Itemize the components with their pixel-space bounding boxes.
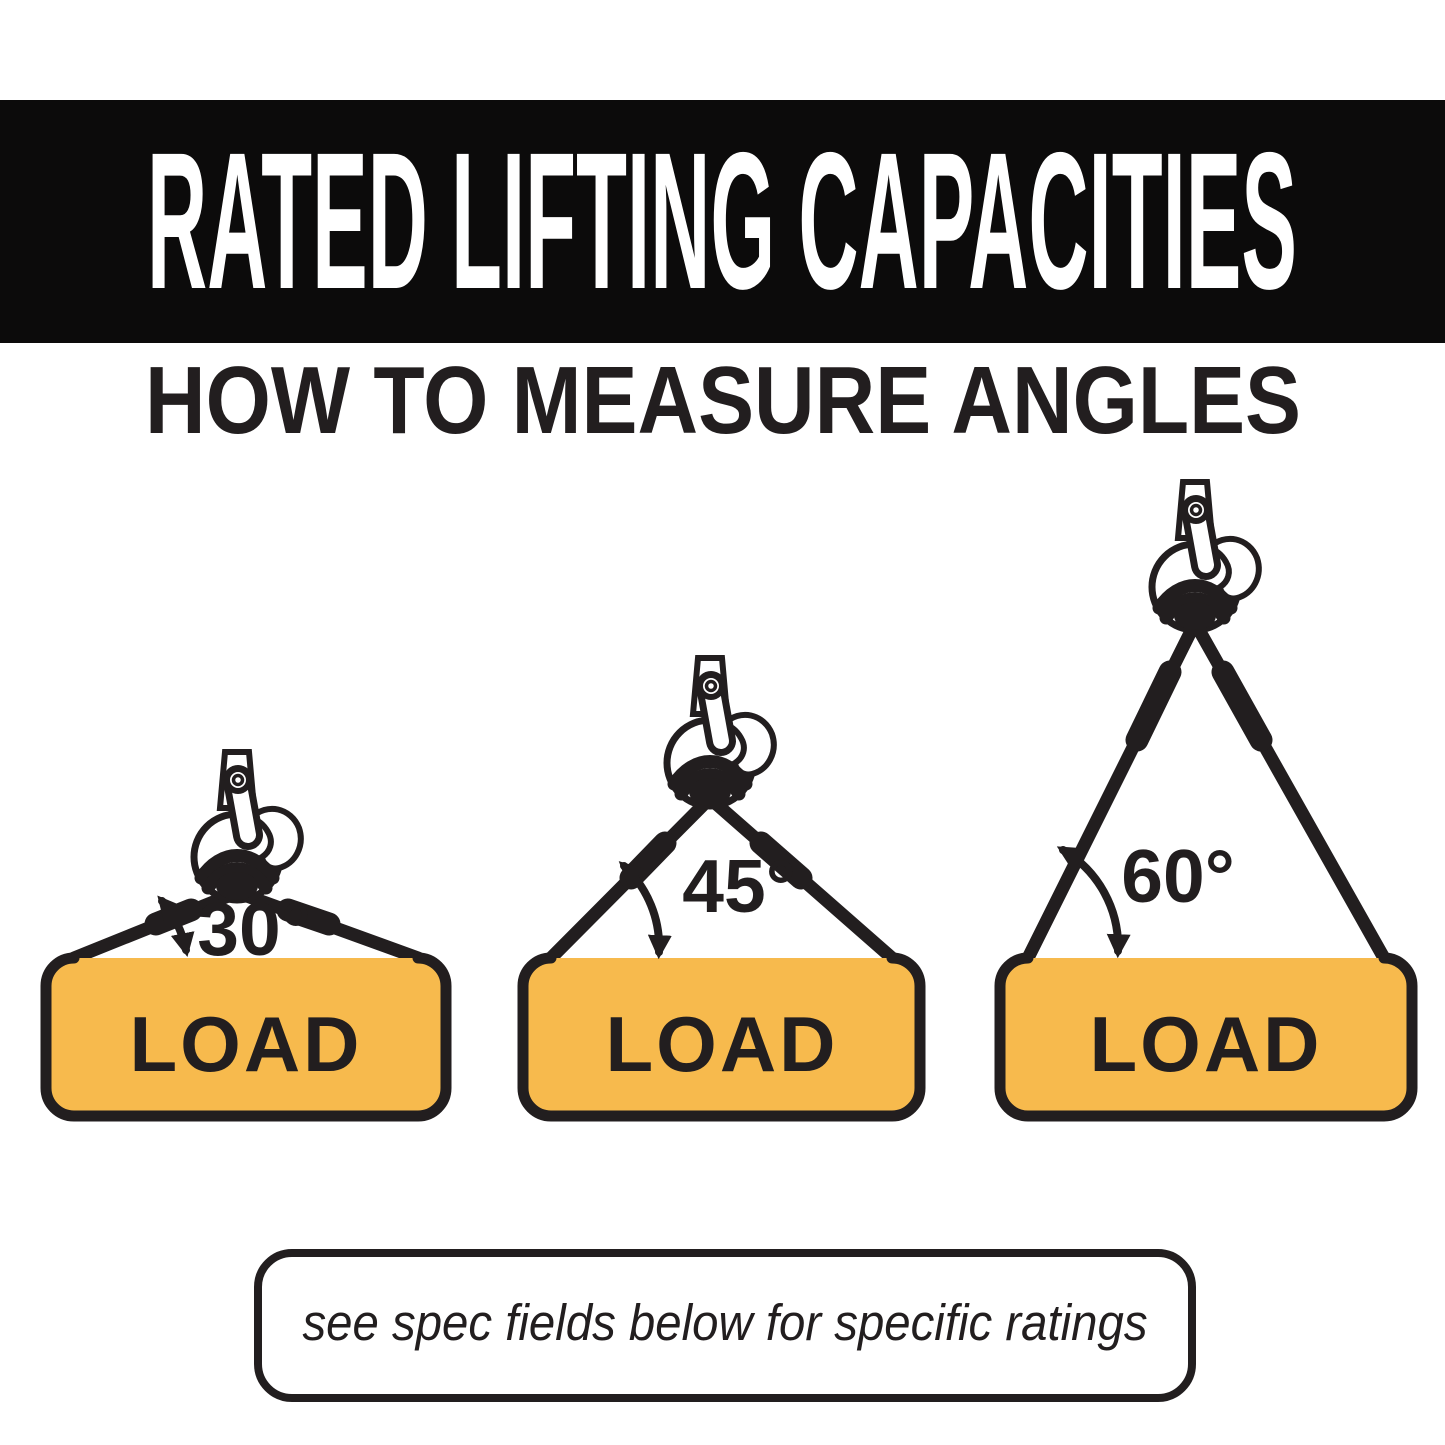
angle-arc-arrow [1056,846,1131,959]
load-box [523,958,920,1116]
angle-label: 45° [682,844,795,928]
angle-label: 30° [197,887,310,971]
angle-arc-arrow [157,895,195,958]
sling-ferrule-right [749,831,813,890]
page-title: RATED LIFTING CAPACITIES [147,112,1297,330]
load-box [46,958,446,1116]
sling-angle-diagram-45: 45° LOAD [517,658,926,1122]
banner-background [0,100,1445,343]
crane-hook-icon [1152,482,1259,630]
crane-hook-icon [194,752,301,900]
sling-angle-diagram-60: 60° LOAD [994,482,1418,1122]
sling-ferrule-left [1125,660,1182,752]
crane-hook-icon [667,658,774,806]
note-text: see spec fields below for specific ratin… [303,1294,1148,1351]
note-box [254,1249,1196,1402]
section-subtitle: HOW TO MEASURE ANGLES [145,347,1301,454]
sling-angle-diagram-30: 30° LOAD [40,752,452,1122]
sling-ferrule-right [276,898,341,936]
sling-ferrule-right [1211,660,1273,752]
load-box-border [517,952,926,1122]
angle-label: 60° [1121,834,1234,918]
sling-ferrule-left [619,831,677,890]
load-label: LOAD [130,1000,363,1088]
sling-right [1174,591,1391,965]
load-box-border [40,952,452,1122]
load-box-border [994,952,1418,1122]
load-label: LOAD [606,1000,839,1088]
angle-arc-arrow [618,861,672,960]
load-box [1000,958,1412,1116]
load-label: LOAD [1090,1000,1323,1088]
